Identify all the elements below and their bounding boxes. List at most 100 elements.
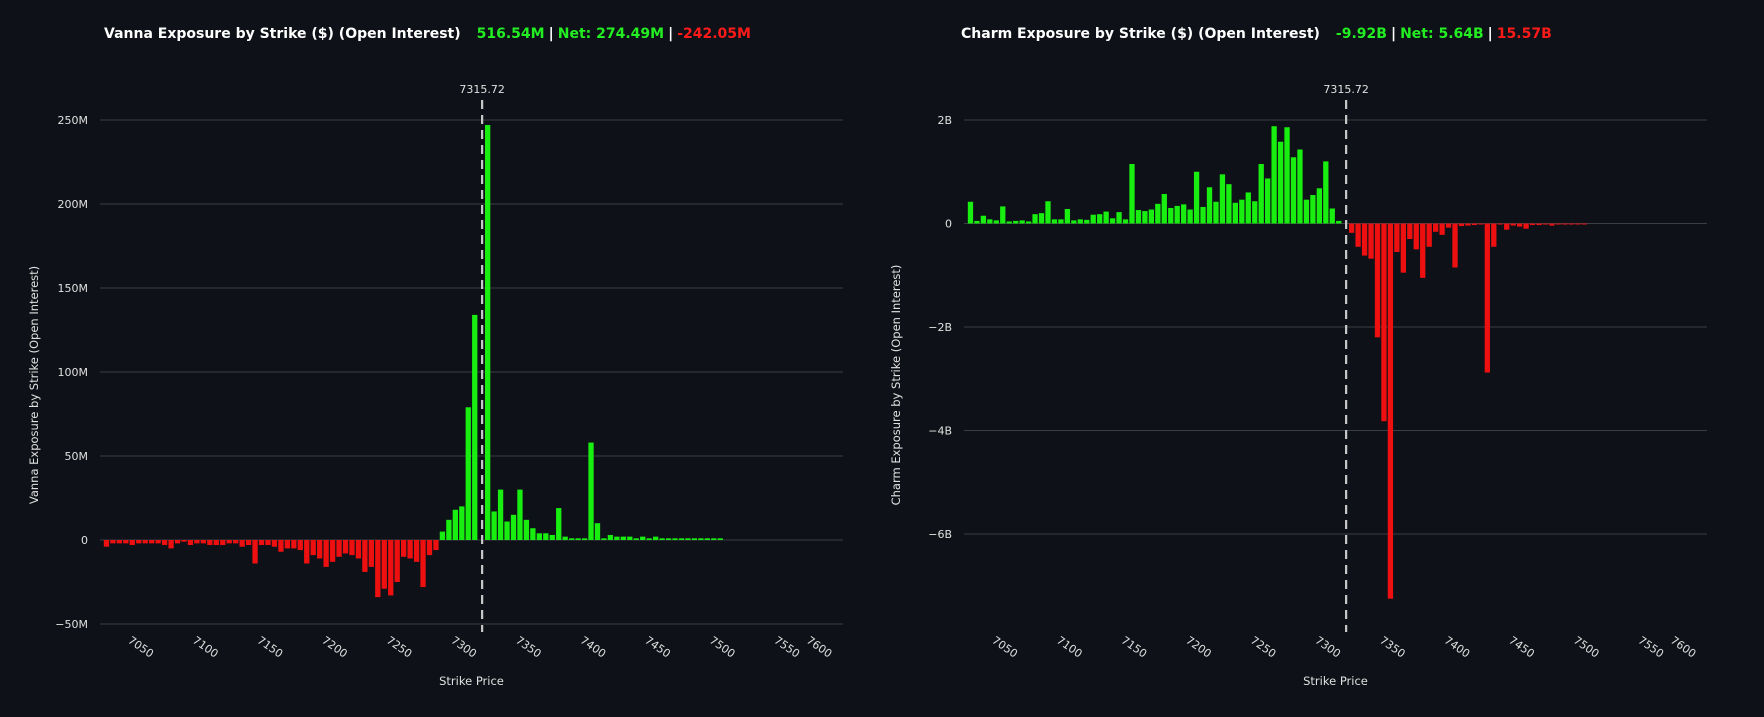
positive-exposure-bar[interactable] [1155,203,1161,224]
negative-exposure-bar[interactable] [355,540,362,559]
negative-exposure-bar[interactable] [168,540,174,549]
negative-exposure-bar[interactable] [116,540,123,544]
positive-exposure-bar[interactable] [967,201,974,224]
negative-exposure-bar[interactable] [426,540,433,556]
positive-exposure-bar[interactable] [1077,219,1083,224]
positive-exposure-bar[interactable] [993,220,999,224]
positive-exposure-bar[interactable] [575,538,581,540]
positive-exposure-bar[interactable] [1045,201,1051,224]
negative-exposure-bar[interactable] [1465,223,1471,226]
positive-exposure-bar[interactable] [633,538,639,540]
negative-exposure-bar[interactable] [220,540,226,546]
positive-exposure-bar[interactable] [465,407,471,540]
positive-exposure-bar[interactable] [691,538,698,540]
negative-exposure-bar[interactable] [1387,223,1394,599]
negative-exposure-bar[interactable] [1381,223,1387,422]
negative-exposure-bar[interactable] [110,540,116,544]
positive-exposure-bar[interactable] [627,536,633,540]
positive-exposure-bar[interactable] [1051,219,1058,224]
positive-exposure-bar[interactable] [543,533,549,540]
negative-exposure-bar[interactable] [1536,223,1542,226]
positive-exposure-bar[interactable] [1219,174,1226,224]
positive-exposure-bar[interactable] [523,519,530,540]
positive-exposure-bar[interactable] [640,536,646,540]
negative-exposure-bar[interactable] [368,540,375,567]
negative-exposure-bar[interactable] [1361,223,1368,256]
negative-exposure-bar[interactable] [1394,223,1400,252]
negative-exposure-bar[interactable] [336,540,342,557]
negative-exposure-bar[interactable] [1523,223,1529,229]
negative-exposure-bar[interactable] [342,540,349,554]
negative-exposure-bar[interactable] [1562,223,1568,225]
positive-exposure-bar[interactable] [446,519,452,540]
positive-exposure-bar[interactable] [620,536,626,540]
positive-exposure-bar[interactable] [1025,221,1032,224]
negative-exposure-bar[interactable] [323,540,329,567]
positive-exposure-bar[interactable] [1103,211,1109,224]
positive-exposure-bar[interactable] [1232,202,1239,224]
negative-exposure-bar[interactable] [258,540,265,546]
positive-exposure-bar[interactable] [1193,171,1200,224]
negative-exposure-bar[interactable] [1497,223,1503,225]
positive-exposure-bar[interactable] [452,509,458,540]
positive-exposure-bar[interactable] [1336,220,1342,224]
positive-exposure-bar[interactable] [1271,126,1277,224]
negative-exposure-bar[interactable] [1349,223,1355,233]
negative-exposure-bar[interactable] [155,540,161,544]
positive-exposure-bar[interactable] [1323,161,1329,224]
positive-exposure-bar[interactable] [685,538,691,540]
positive-exposure-bar[interactable] [1239,199,1245,224]
negative-exposure-bar[interactable] [362,540,368,572]
negative-exposure-bar[interactable] [1484,223,1490,373]
positive-exposure-bar[interactable] [652,536,659,540]
negative-exposure-bar[interactable] [394,540,400,582]
positive-exposure-bar[interactable] [517,489,523,540]
positive-exposure-bar[interactable] [497,489,504,540]
negative-exposure-bar[interactable] [420,540,426,588]
negative-exposure-bar[interactable] [181,540,187,542]
negative-exposure-bar[interactable] [245,540,252,546]
negative-exposure-bar[interactable] [1529,223,1536,226]
negative-exposure-bar[interactable] [291,540,297,549]
positive-exposure-bar[interactable] [614,536,620,540]
positive-exposure-bar[interactable] [1181,204,1187,224]
positive-exposure-bar[interactable] [530,528,536,540]
negative-exposure-bar[interactable] [401,540,407,557]
negative-exposure-bar[interactable] [136,540,142,544]
negative-exposure-bar[interactable] [1407,223,1413,240]
negative-exposure-bar[interactable] [433,540,439,551]
negative-exposure-bar[interactable] [317,540,323,559]
negative-exposure-bar[interactable] [284,540,291,549]
positive-exposure-bar[interactable] [1213,201,1219,224]
negative-exposure-bar[interactable] [233,540,239,544]
positive-exposure-bar[interactable] [1142,211,1148,224]
negative-exposure-bar[interactable] [1510,223,1516,226]
negative-exposure-bar[interactable] [213,540,219,546]
negative-exposure-bar[interactable] [388,540,394,596]
negative-exposure-bar[interactable] [1471,223,1478,226]
positive-exposure-bar[interactable] [665,538,672,540]
positive-exposure-bar[interactable] [491,511,497,540]
negative-exposure-bar[interactable] [123,540,129,544]
positive-exposure-bar[interactable] [1116,212,1122,224]
positive-exposure-bar[interactable] [549,534,555,540]
positive-exposure-bar[interactable] [646,538,652,540]
negative-exposure-bar[interactable] [1413,223,1419,250]
positive-exposure-bar[interactable] [1064,209,1071,224]
negative-exposure-bar[interactable] [349,540,355,556]
negative-exposure-bar[interactable] [1516,223,1523,227]
negative-exposure-bar[interactable] [1575,223,1581,225]
negative-exposure-bar[interactable] [329,540,336,562]
positive-exposure-bar[interactable] [1316,188,1322,224]
positive-exposure-bar[interactable] [1174,205,1180,224]
negative-exposure-bar[interactable] [1568,223,1574,225]
negative-exposure-bar[interactable] [1452,223,1458,268]
negative-exposure-bar[interactable] [1368,223,1374,259]
negative-exposure-bar[interactable] [161,540,168,546]
positive-exposure-bar[interactable] [1058,219,1064,224]
positive-exposure-bar[interactable] [1329,208,1335,224]
negative-exposure-bar[interactable] [226,540,232,544]
negative-exposure-bar[interactable] [129,540,135,546]
negative-exposure-bar[interactable] [413,540,420,562]
positive-exposure-bar[interactable] [504,521,510,540]
